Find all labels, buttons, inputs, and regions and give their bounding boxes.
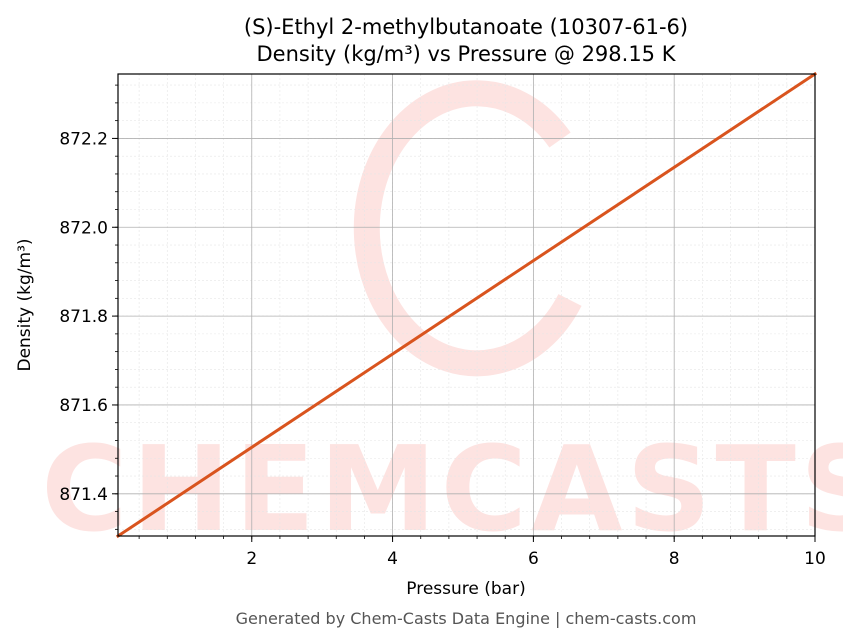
watermark-text: CHEMCASTS <box>41 420 843 558</box>
series-line <box>115 71 818 539</box>
x-tick-label: 4 <box>387 549 398 569</box>
y-axis-label: Density (kg/m³) <box>15 238 35 371</box>
x-tick-label: 2 <box>246 549 257 569</box>
x-tick-label: 10 <box>804 549 826 569</box>
y-tick-label: 871.6 <box>59 396 108 416</box>
x-tick-label: 8 <box>669 549 680 569</box>
x-tick-label: 6 <box>528 549 539 569</box>
y-tick-label: 871.8 <box>59 307 108 327</box>
footer-credit: Generated by Chem-Casts Data Engine | ch… <box>236 609 697 628</box>
chart-subtitle: Density (kg/m³) vs Pressure @ 298.15 K <box>256 42 676 66</box>
x-axis: 2 4 6 8 10 <box>138 536 826 569</box>
y-tick-label: 871.4 <box>59 485 108 505</box>
x-axis-label: Pressure (bar) <box>406 579 525 599</box>
y-tick-label: 872.2 <box>59 129 108 149</box>
series-layer <box>115 71 818 539</box>
y-axis: 871.4 871.6 871.8 872.0 872.2 <box>59 84 118 530</box>
watermark-logo: CHEMCASTS <box>41 80 843 558</box>
y-tick-label: 872.0 <box>59 218 108 238</box>
chart-title: (S)-Ethyl 2-methylbutanoate (10307-61-6) <box>244 15 688 39</box>
plot-frame <box>117 73 816 537</box>
